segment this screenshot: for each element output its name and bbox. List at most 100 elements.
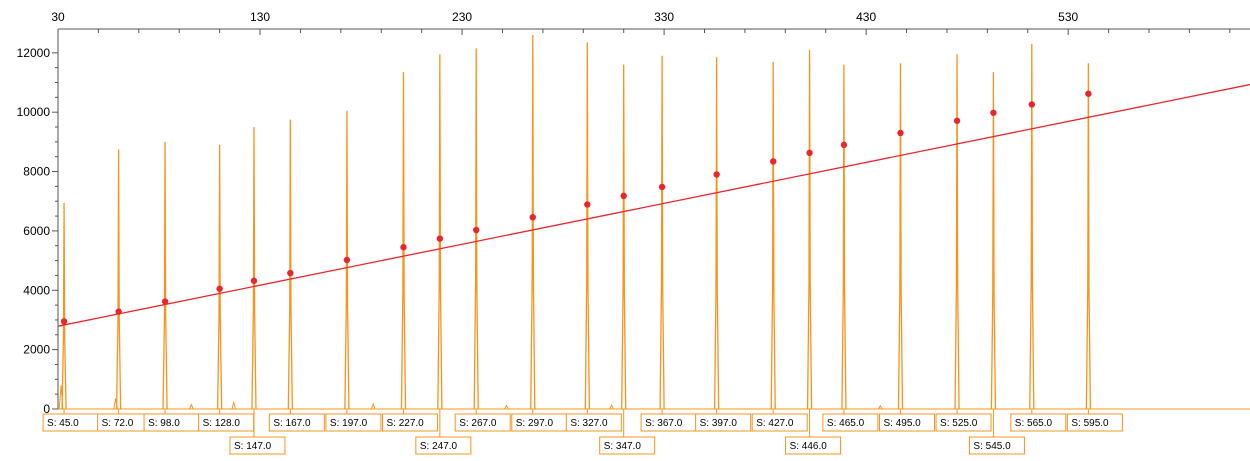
fit-point xyxy=(770,158,777,165)
size-label: S: 495.0 xyxy=(883,418,921,429)
fit-point xyxy=(713,171,720,178)
peak xyxy=(1029,43,1035,410)
fit-point xyxy=(658,183,666,191)
signal-trace-layer xyxy=(58,34,1250,410)
peak xyxy=(216,144,223,410)
fit-point xyxy=(1028,101,1036,108)
peak xyxy=(344,110,350,410)
size-label-box xyxy=(229,436,286,455)
peak xyxy=(713,57,720,410)
fit-point xyxy=(990,109,997,116)
size-label-box xyxy=(878,413,935,432)
minor-peak xyxy=(609,403,614,410)
minor-peak xyxy=(370,402,376,410)
minor-peak xyxy=(504,404,509,410)
fit-point xyxy=(216,285,223,292)
size-label-box xyxy=(822,413,879,432)
fit-point xyxy=(161,298,169,305)
peak xyxy=(251,127,257,410)
size-label-box xyxy=(325,413,382,432)
axes: 30 130 230 330 430 530 0 2000 4000 6000 8000 10000 1… xyxy=(17,10,1250,416)
fit-point xyxy=(343,256,351,264)
y-tick-label: 8000 xyxy=(23,165,50,179)
size-label: S: 297.0 xyxy=(516,418,554,429)
fit-point xyxy=(436,235,444,242)
peak xyxy=(530,34,536,410)
size-label-box xyxy=(785,436,842,455)
size-label: S: 45.0 xyxy=(47,418,79,429)
size-label: S: 465.0 xyxy=(827,418,865,429)
fit-point xyxy=(60,318,68,325)
fit-point xyxy=(1085,90,1092,97)
y-tick-label: 2000 xyxy=(23,343,50,357)
peak xyxy=(770,61,776,410)
minor-peak xyxy=(231,400,237,410)
peak xyxy=(115,149,122,410)
peak xyxy=(287,119,294,410)
peak xyxy=(954,54,960,410)
size-label: S: 247.0 xyxy=(420,441,458,452)
size-label: S: 197.0 xyxy=(330,418,368,429)
size-labels-layer: S: 45.0 S: 72.0 S: 98.0 S: 128.0 S: 147.0 S: … xyxy=(42,409,1123,455)
x-tick-label: 530 xyxy=(1058,10,1078,24)
size-label-box xyxy=(381,413,438,432)
fit-point xyxy=(584,201,591,208)
peak xyxy=(806,49,813,410)
x-tick-label: 130 xyxy=(250,10,270,24)
fit-point xyxy=(897,129,904,137)
peak xyxy=(659,55,665,410)
size-label-box xyxy=(751,413,808,432)
size-label-box xyxy=(565,413,622,432)
size-label: S: 545.0 xyxy=(973,441,1011,452)
peak xyxy=(841,64,847,410)
peak xyxy=(162,141,168,410)
fit-point xyxy=(953,117,961,124)
size-label-box xyxy=(1010,413,1067,432)
fit-point xyxy=(806,149,813,157)
size-label: S: 147.0 xyxy=(234,441,272,452)
y-tick-label: 12000 xyxy=(17,46,51,60)
size-label: S: 98.0 xyxy=(148,418,180,429)
size-label-box xyxy=(268,413,325,432)
size-label: S: 446.0 xyxy=(790,441,828,452)
fit-point xyxy=(529,214,536,221)
x-tick-label: 30 xyxy=(51,10,65,24)
fit-point xyxy=(250,277,258,284)
size-label-box xyxy=(968,436,1025,455)
size-label: S: 347.0 xyxy=(604,441,642,452)
peak xyxy=(584,42,590,410)
fit-point xyxy=(400,244,407,251)
size-label: S: 565.0 xyxy=(1015,418,1053,429)
fit-point xyxy=(115,308,122,315)
size-label: S: 525.0 xyxy=(940,418,978,429)
size-label: S: 397.0 xyxy=(700,418,738,429)
minor-peak xyxy=(189,403,194,410)
peak xyxy=(897,63,904,410)
peak xyxy=(990,72,997,410)
minor-peak xyxy=(878,404,883,410)
size-label: S: 367.0 xyxy=(645,418,683,429)
size-label: S: 595.0 xyxy=(1071,418,1109,429)
calibration-fit-line xyxy=(57,83,1250,327)
size-label-box xyxy=(695,413,752,432)
fit-point xyxy=(620,192,627,200)
x-tick-label: 330 xyxy=(654,10,674,24)
fit-point xyxy=(473,226,480,234)
x-tick-label: 430 xyxy=(856,10,876,24)
y-tick-label: 4000 xyxy=(23,283,50,297)
y-tick-label: 0 xyxy=(43,402,50,416)
size-label-box xyxy=(1066,413,1123,432)
peak xyxy=(61,202,67,410)
fit-point xyxy=(840,141,848,149)
size-label: S: 72.0 xyxy=(102,418,134,429)
size-label: S: 227.0 xyxy=(386,418,424,429)
size-label-box xyxy=(415,436,472,455)
fit-point xyxy=(287,269,294,277)
calibration-fit-layer xyxy=(57,83,1250,327)
peak xyxy=(400,72,407,410)
peak xyxy=(473,48,479,410)
size-label: S: 167.0 xyxy=(273,418,311,429)
y-tick-label: 10000 xyxy=(17,105,51,119)
